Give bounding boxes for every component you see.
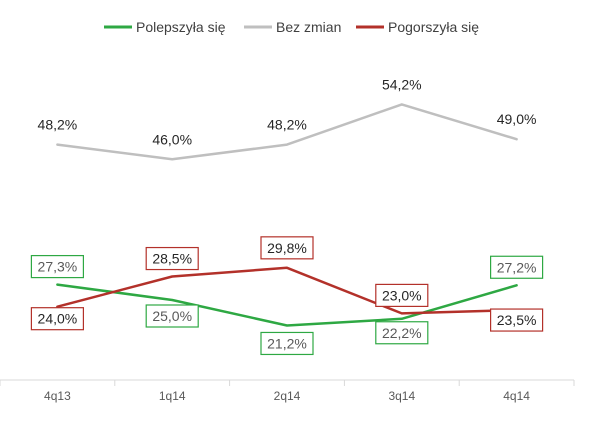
data-label-text: 48,2% [267,117,307,133]
legend-item: Pogorszyła się [356,19,479,35]
data-label-text: 28,5% [152,251,192,267]
data-label-text: 25,0% [152,308,192,324]
legend-item: Bez zmian [244,19,341,35]
data-label-text: 23,5% [497,312,537,328]
x-tick-label: 3q14 [388,389,415,403]
data-label: 27,2% [490,255,544,279]
legend-label: Pogorszyła się [388,19,479,35]
series-lines [56,103,518,327]
data-label-box [30,254,84,279]
data-label-text: 23,0% [382,287,422,303]
x-tick-label: 1q14 [159,389,186,403]
data-label-box [375,283,429,307]
data-label: 21,2% [260,331,314,356]
data-label: 49,0% [497,111,537,127]
x-tick-label: 2q14 [274,389,301,403]
data-label-text: 46,0% [152,131,192,147]
data-label-text: 27,2% [497,259,537,275]
legend: Polepszyła się Bez zmian Pogorszyła się [104,19,479,35]
data-label-text: 21,2% [267,335,307,351]
data-label: 22,2% [375,321,429,345]
data-label: 54,2% [382,76,422,92]
series-line [56,283,518,327]
data-label-box [490,308,544,332]
data-label: 29,8% [260,236,314,260]
series-line [56,266,518,315]
data-label-box [145,304,199,328]
data-label-box [490,255,544,279]
data-label: 23,0% [375,283,429,307]
data-label: 46,0% [152,131,192,147]
data-label-box [145,246,199,271]
data-label: 23,5% [490,308,544,332]
legend-label: Polepszyła się [136,19,226,35]
data-label-box [375,321,429,345]
x-axis: 4q13 1q14 2q14 3q14 4q14 [0,379,575,403]
data-label: 24,0% [30,307,84,331]
data-label-text: 24,0% [38,311,78,327]
x-tick-label: 4q13 [44,389,71,403]
series-line [56,103,518,161]
data-label-box [260,331,314,356]
data-labels: 27,3% 25,0% 21,2% 22,2% 27,2% 48,2% 46,0% 48,2%… [30,76,544,356]
legend-item: Polepszyła się [104,19,226,35]
data-label-text: 27,3% [38,259,78,275]
data-label-box [260,236,314,260]
data-label: 48,2% [267,117,307,133]
data-label: 28,5% [145,246,199,271]
data-label-text: 49,0% [497,111,537,127]
data-label-text: 29,8% [267,240,307,256]
data-label-text: 54,2% [382,76,422,92]
x-tick-label: 4q14 [503,389,530,403]
data-label: 27,3% [30,254,84,279]
data-label-text: 48,2% [38,117,78,133]
data-label-text: 22,2% [382,325,422,341]
data-label-box [30,307,84,331]
data-label: 48,2% [38,117,78,133]
data-label: 25,0% [145,304,199,328]
legend-label: Bez zmian [276,19,341,35]
